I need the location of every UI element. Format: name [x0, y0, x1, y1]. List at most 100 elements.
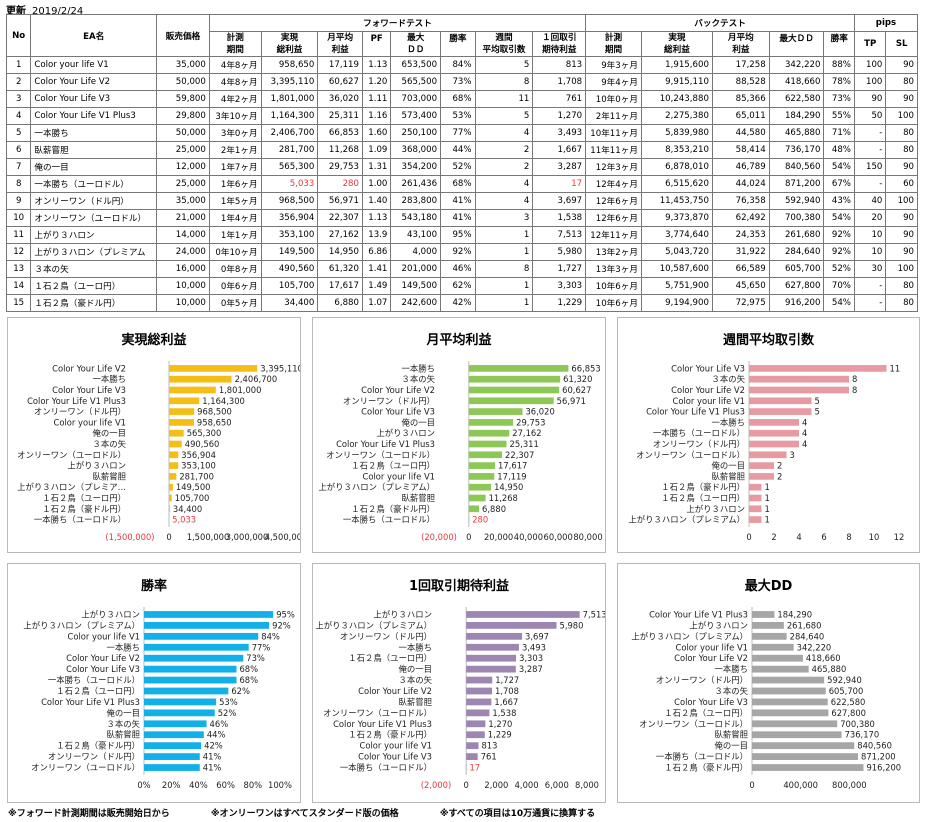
category-label: 一本勝ち（ユーロドル） — [34, 515, 126, 525]
category-label: 俺の一目 — [402, 417, 436, 427]
table-cell: 1 — [474, 243, 534, 261]
data-label: 700,380 — [840, 719, 875, 729]
table-cell: 10年6ヶ月 — [585, 294, 642, 312]
table-cell: 上がり３ハロン — [30, 226, 158, 244]
table-cell: 12年6ヶ月 — [585, 192, 642, 210]
category-label: Color Your Life V3 — [358, 752, 432, 762]
chart-title: 週間平均取引数 — [723, 332, 815, 348]
table-cell: 臥薪嘗胆 — [30, 141, 158, 159]
fw-header-4-line1: 最大 — [407, 33, 425, 43]
table-cell: 8,353,210 — [640, 141, 713, 159]
table-cell: 9年3ヶ月 — [585, 56, 642, 74]
table-row: 13 ３本の矢 16,000 0年8ヶ月 490,560 61,320 1.41 201,00… — [5, 260, 918, 278]
table-cell: 41% — [440, 209, 476, 227]
data-label: 1 — [765, 515, 770, 525]
data-label: 761 — [481, 752, 497, 762]
category-label: 一本勝ち — [93, 374, 127, 384]
table-cell: 242,600 — [390, 294, 442, 312]
data-label: 1,538 — [492, 708, 516, 718]
category-label: 上がり３ハロン（プレミアム） — [631, 631, 748, 641]
category-label: 一本勝ち — [715, 664, 749, 674]
category-label: 一本勝ち — [107, 642, 141, 652]
table-cell: 150 — [853, 158, 887, 176]
data-label: 4 — [802, 417, 807, 427]
bt-header-3: 最大ＤＤ — [768, 31, 825, 57]
category-label: 臥薪嘗胆 — [712, 471, 746, 481]
data-label: 281,700 — [179, 471, 214, 481]
data-label: 41% — [203, 763, 222, 773]
category-label: 上がり３ハロン（プレミアム） — [628, 515, 745, 525]
table-cell: 13年3ヶ月 — [585, 260, 642, 278]
bar — [169, 397, 200, 405]
bar — [468, 483, 492, 491]
table-row: 2 Color Your Life V2 50,000 4年8ヶ月 3,395,110 6… — [5, 73, 918, 91]
bar — [466, 632, 523, 640]
x-tick-label: (2,000) — [421, 780, 452, 790]
data-label: 11,268 — [489, 493, 518, 503]
table-cell: 11,453,750 — [640, 192, 713, 210]
bar — [749, 440, 799, 448]
table-cell: 60 — [885, 175, 918, 193]
table-cell: 354,200 — [390, 158, 442, 176]
table-row: 7 俺の一目 12,000 1年7ヶ月 565,300 29,753 1.31 354,200… — [5, 158, 918, 176]
bar — [749, 429, 799, 437]
fw-header-3: PF — [361, 31, 392, 57]
bar — [169, 408, 195, 415]
category-label: 一本勝ち（ユーロドル） — [340, 763, 432, 773]
x-tick-label: 0 — [749, 780, 754, 790]
table-cell: 622,580 — [768, 90, 825, 108]
table-cell: 36,020 — [317, 90, 363, 108]
x-tick-label: 2,000 — [484, 780, 508, 790]
table-cell: 543,180 — [390, 209, 442, 227]
bar — [144, 720, 207, 728]
table-cell: オンリーワン（ドル円） — [30, 192, 158, 210]
table-cell: 67% — [823, 175, 855, 193]
table-cell: 4年8ヶ月 — [208, 56, 262, 74]
bar — [169, 462, 179, 469]
fw-header-7-line2: 期待利益 — [542, 45, 577, 55]
bt-header-0-line2: 期間 — [604, 45, 623, 55]
category-label: オンリーワン（ユーロドル） — [17, 450, 126, 460]
category-label: 俺の一目 — [399, 664, 433, 674]
table-cell: 11,268 — [317, 141, 363, 159]
bar — [468, 408, 523, 415]
data-label: 73% — [246, 653, 265, 663]
data-label: 149,500 — [176, 482, 211, 492]
table-cell: 418,660 — [768, 73, 825, 91]
bar — [468, 375, 561, 383]
data-label: 29,753 — [516, 417, 545, 427]
table-cell: - — [853, 277, 887, 295]
bar — [749, 375, 849, 383]
category-label: Color Your Life V2 — [66, 653, 140, 663]
table-cell: 9年4ヶ月 — [585, 73, 642, 91]
table-cell: 0年6ヶ月 — [208, 277, 262, 295]
category-label: Color Your Life V1 Plus3 — [333, 719, 432, 729]
bar — [144, 731, 204, 739]
fw-header-0: 計測 期間 — [208, 31, 262, 57]
table-cell: 573,400 — [390, 107, 442, 125]
table-cell: 2 — [474, 141, 534, 159]
table-cell: 80 — [885, 73, 918, 91]
data-label: 592,940 — [827, 675, 862, 685]
fw-header-4: 最大 ＤＤ — [390, 31, 442, 57]
table-cell: 6.86 — [361, 243, 392, 261]
table-cell: 2年1ヶ月 — [208, 141, 262, 159]
x-tick-label: 40% — [189, 780, 208, 790]
table-cell: 90 — [885, 90, 918, 108]
chart-title: 実現総利益 — [121, 332, 186, 348]
category-label: １石２鳥（豪ドル円） — [661, 482, 745, 492]
bar — [752, 611, 775, 618]
table-cell: 1.60 — [361, 124, 392, 142]
table-cell: 22,307 — [317, 209, 363, 227]
bar — [749, 483, 762, 491]
bar — [468, 386, 560, 394]
table-cell: 1.09 — [361, 141, 392, 159]
bar — [466, 665, 516, 673]
table-cell: 353,100 — [260, 226, 319, 244]
table-cell: 10,587,600 — [640, 260, 713, 278]
table-cell: 90 — [853, 90, 887, 108]
table-cell: 70% — [823, 277, 855, 295]
fw-header-7-line1: １回取引 — [542, 33, 577, 43]
table-cell: 1,915,600 — [640, 56, 713, 74]
